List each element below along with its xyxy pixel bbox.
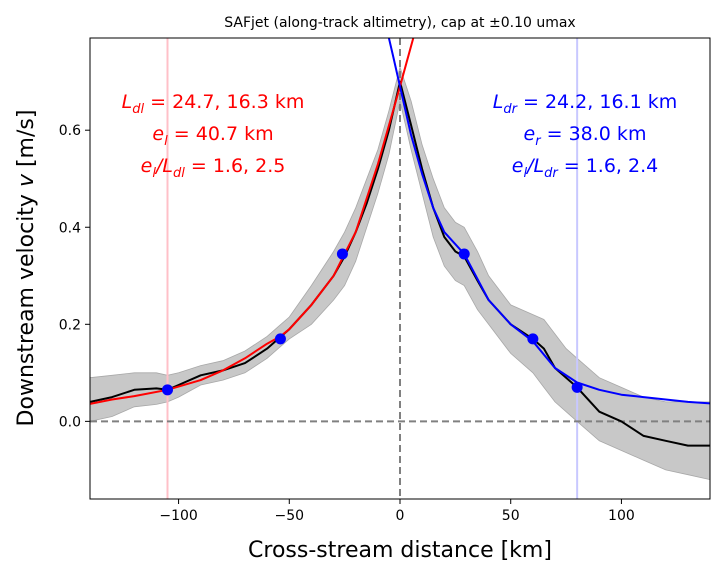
left-annotation-line3: el/Ldl = 1.6, 2.5 — [141, 155, 286, 181]
y-tick-label: 0.4 — [59, 220, 81, 236]
right-annotation-line3: el/Ldr = 1.6, 2.4 — [512, 155, 658, 181]
fit-marker-point — [458, 248, 470, 260]
y-axis-label-prefix: Downstream velocity — [14, 187, 39, 426]
x-tick-label: 100 — [608, 508, 635, 524]
left-annotation: Ldl = 24.7, 16.3 km el = 40.7 km el/Ldl … — [122, 91, 305, 181]
uncertainty-envelope — [90, 65, 710, 481]
y-axis-label-suffix: [m/s] — [14, 110, 39, 174]
x-tick-label: −50 — [275, 508, 305, 524]
x-tick-label: 0 — [396, 508, 405, 524]
plot-area — [90, 38, 710, 499]
left-exponential-fit — [90, 38, 415, 405]
right-annotation-line2: er = 38.0 km — [524, 123, 647, 149]
y-tick-label: 0.0 — [59, 414, 81, 430]
fit-marker-point — [336, 248, 348, 260]
fit-marker-point — [527, 333, 539, 345]
right-annotation-line1: Ldr = 24.2, 16.1 km — [493, 91, 677, 117]
y-tick-label: 0.6 — [59, 123, 81, 139]
y-tick-label: 0.2 — [59, 317, 81, 333]
fit-marker-point — [162, 384, 173, 396]
left-annotation-line1: Ldl = 24.7, 16.3 km — [122, 91, 305, 117]
x-axis-label: Cross-stream distance [km] — [248, 538, 552, 563]
right-annotation: Ldr = 24.2, 16.1 km er = 38.0 km el/Ldr … — [493, 91, 677, 181]
fit-marker-point — [571, 381, 583, 393]
right-exponential-fit — [387, 38, 710, 405]
x-tick-label: 50 — [502, 508, 520, 524]
x-tick-label: −100 — [159, 508, 197, 524]
observed-velocity-line — [90, 80, 710, 447]
fit-marker-point — [274, 333, 286, 345]
y-axis-ticks: 0.0 0.2 0.4 0.6 — [59, 123, 90, 430]
left-annotation-line2: el = 40.7 km — [152, 123, 273, 149]
y-axis-label-variable: v — [14, 173, 39, 187]
chart-title: SAFjet (along-track altimetry), cap at ±… — [224, 15, 575, 31]
y-axis-label: Downstream velocity v [m/s] — [14, 110, 39, 427]
x-axis-ticks: −100 −50 0 50 100 — [159, 499, 635, 524]
